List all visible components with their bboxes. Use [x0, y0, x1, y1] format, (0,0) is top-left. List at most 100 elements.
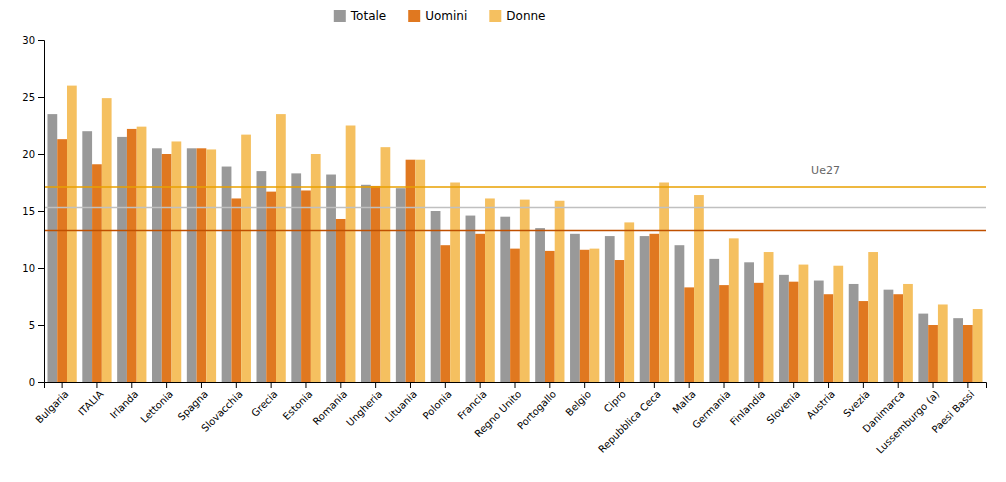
bar — [197, 148, 207, 382]
tick-mark — [38, 325, 44, 326]
tick: 30 — [22, 35, 44, 46]
tick: Polonia — [421, 382, 454, 422]
bar — [570, 234, 580, 382]
tick-mark — [96, 382, 97, 388]
tick-mark — [131, 382, 132, 388]
bar — [744, 262, 754, 382]
tick-label: Finlandia — [728, 388, 767, 427]
tick-mark — [201, 382, 202, 388]
bar — [82, 131, 92, 382]
bar — [137, 127, 147, 382]
tick-label: Lettonia — [139, 388, 176, 425]
bar — [326, 175, 336, 382]
bar — [868, 252, 878, 382]
marks — [44, 86, 986, 382]
tick-mark — [758, 382, 759, 388]
tick: Austria — [804, 382, 837, 421]
bar — [206, 149, 216, 382]
tick-mark — [480, 382, 481, 388]
tick: 10 — [22, 263, 44, 274]
reference-line — [44, 207, 986, 209]
tick-label: Irlanda — [108, 388, 140, 420]
bar — [336, 219, 346, 382]
bar — [381, 147, 391, 382]
tick-label: 10 — [22, 263, 35, 274]
tick: Slovenia — [764, 382, 802, 426]
bar — [431, 211, 441, 382]
bar — [580, 250, 590, 382]
bar — [555, 201, 565, 382]
tick: Irlanda — [108, 382, 140, 421]
bar — [640, 236, 650, 382]
tick: 25 — [22, 92, 44, 103]
legend-swatch — [489, 10, 501, 22]
reference-line — [44, 230, 986, 232]
bar — [824, 294, 834, 382]
tick-label: Repubblica Ceca — [596, 388, 663, 455]
bar — [884, 290, 894, 382]
tick: Svezia — [841, 382, 872, 419]
bar — [117, 137, 127, 382]
tick-label: Lussemburgo (a) — [874, 388, 941, 455]
bar — [605, 236, 615, 382]
bar — [361, 185, 371, 382]
tick-label: 15 — [22, 206, 35, 217]
tick: Lussemburgo (a) — [874, 382, 941, 456]
tick: Paesi Bassi — [930, 382, 977, 435]
tick-mark — [62, 382, 63, 388]
bar — [719, 285, 729, 382]
tick-label: ITALIA — [76, 388, 105, 417]
legend-label: Uomini — [425, 9, 467, 23]
tick-label: Ungheria — [344, 388, 384, 428]
bar — [709, 259, 719, 382]
tick-mark — [236, 382, 237, 388]
bar — [396, 188, 406, 382]
tick-label: 0 — [29, 377, 35, 388]
tick: 5 — [29, 320, 44, 331]
tick-mark — [38, 211, 44, 212]
chart: 0 5 10 15 20 25 30 BulgariaITALIAIrlandaLettoni… — [0, 0, 1006, 482]
bar — [903, 284, 913, 382]
tick: Finlandia — [728, 382, 767, 428]
bar — [371, 186, 381, 382]
tick-mark — [549, 382, 550, 388]
tick: Bulgaria — [33, 382, 70, 425]
tick: 0 — [29, 377, 44, 388]
tick-label: Grecia — [249, 388, 280, 419]
x-axis: BulgariaITALIAIrlandaLettoniaSpagnaSlova… — [33, 382, 986, 456]
tick: Belgio — [563, 382, 593, 418]
tick-mark — [863, 382, 864, 388]
tick: Portogallo — [515, 382, 558, 432]
tick-label: Slovacchia — [199, 388, 245, 434]
bar — [231, 198, 241, 382]
bar — [162, 154, 172, 382]
bar — [485, 198, 495, 382]
bar — [918, 314, 928, 382]
bar — [590, 249, 600, 382]
bar — [615, 260, 625, 382]
legend-swatch — [408, 10, 420, 22]
tick-label: Paesi Bassi — [930, 388, 977, 435]
bar — [276, 114, 286, 382]
bar — [301, 190, 311, 382]
tick-label: Austria — [804, 388, 837, 421]
y-axis: 0 5 10 15 20 25 30 — [22, 35, 44, 388]
tick-mark — [38, 268, 44, 269]
tick: Lettonia — [139, 382, 176, 425]
tick-label: Svezia — [841, 388, 872, 419]
tick: ITALIA — [76, 382, 105, 418]
tick: Spagna — [176, 382, 210, 423]
bar — [858, 301, 868, 382]
tick-mark — [38, 40, 44, 41]
tick-label: Regno Unito — [472, 388, 523, 439]
legend-item: Donne — [489, 9, 545, 23]
bar-series — [57, 129, 973, 382]
bar — [953, 318, 963, 382]
tick: Slovacchia — [199, 382, 245, 434]
tick-label: 20 — [22, 149, 35, 160]
tick-label: 5 — [29, 320, 35, 331]
tick: Malta — [670, 382, 697, 416]
bar — [152, 148, 162, 382]
axis-line — [38, 41, 45, 383]
bar — [47, 114, 57, 382]
